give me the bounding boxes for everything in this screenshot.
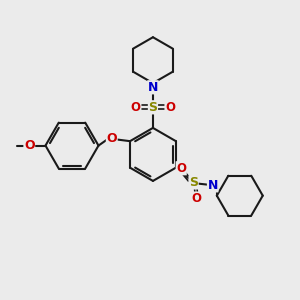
Text: S: S <box>189 176 198 189</box>
Text: O: O <box>165 101 175 114</box>
Text: S: S <box>148 101 158 114</box>
Text: O: O <box>106 132 117 145</box>
Text: O: O <box>131 101 141 114</box>
Text: N: N <box>148 81 158 94</box>
Text: O: O <box>24 139 34 152</box>
Text: O: O <box>176 162 186 175</box>
Text: N: N <box>208 179 218 192</box>
Text: O: O <box>191 192 202 205</box>
